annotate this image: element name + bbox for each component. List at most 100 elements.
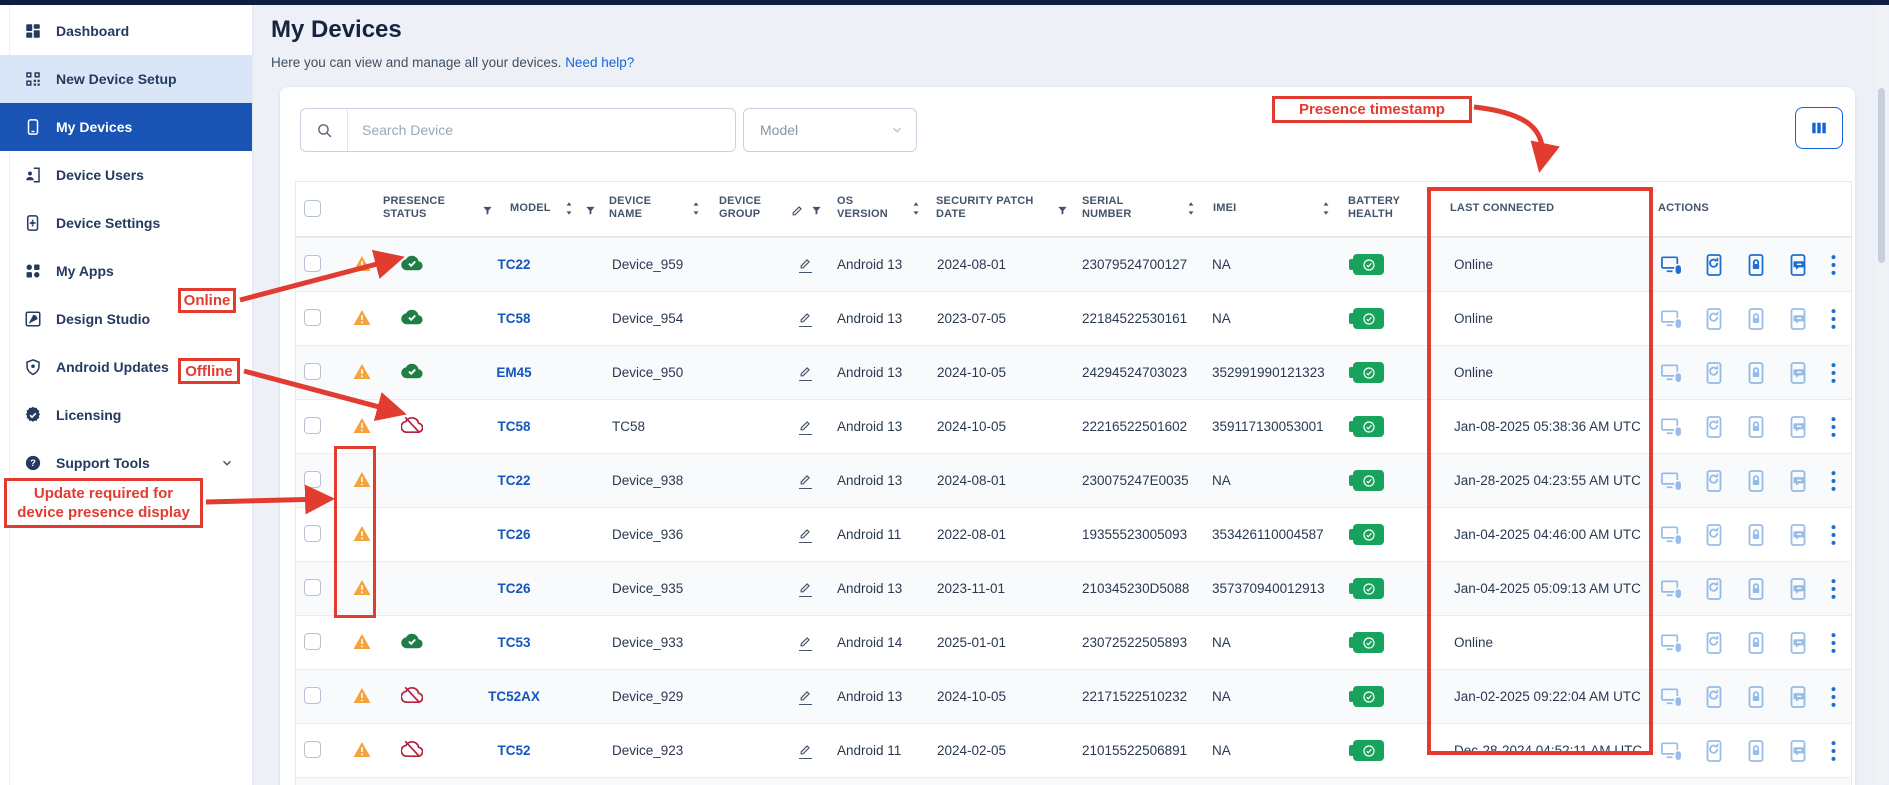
reboot-device-icon[interactable] — [1701, 360, 1727, 386]
message-device-icon[interactable] — [1785, 684, 1811, 710]
message-device-icon[interactable] — [1785, 306, 1811, 332]
need-help-link[interactable]: Need help? — [565, 55, 635, 70]
model-link[interactable]: TC22 — [497, 473, 531, 488]
message-device-icon[interactable] — [1785, 522, 1811, 548]
reboot-device-icon[interactable] — [1701, 684, 1727, 710]
more-actions-icon[interactable] — [1827, 684, 1839, 710]
remote-control-icon[interactable] — [1659, 360, 1685, 386]
sidebar-item-design-studio[interactable]: Design Studio — [0, 295, 252, 343]
message-device-icon[interactable] — [1785, 252, 1811, 278]
model-link[interactable]: TC52AX — [488, 689, 540, 704]
model-link[interactable]: EM45 — [496, 365, 532, 380]
reboot-device-icon[interactable] — [1701, 522, 1727, 548]
sort-icon-imei[interactable] — [1321, 201, 1331, 221]
message-device-icon[interactable] — [1785, 738, 1811, 764]
edit-group-icon[interactable] — [799, 689, 812, 705]
reboot-device-icon[interactable] — [1701, 306, 1727, 332]
more-actions-icon[interactable] — [1827, 522, 1839, 548]
model-link[interactable]: TC58 — [497, 419, 531, 434]
sidebar-item-android-updates[interactable]: Android Updates — [0, 343, 252, 391]
filter-icon-model[interactable] — [585, 203, 596, 221]
edit-group-icon[interactable] — [799, 581, 812, 597]
remote-control-icon[interactable] — [1659, 468, 1685, 494]
remote-control-icon[interactable] — [1659, 306, 1685, 332]
lock-device-icon[interactable] — [1743, 360, 1769, 386]
model-link[interactable]: TC58 — [497, 311, 531, 326]
lock-device-icon[interactable] — [1743, 414, 1769, 440]
edit-group-icon[interactable] — [799, 635, 812, 651]
more-actions-icon[interactable] — [1827, 306, 1839, 332]
row-checkbox[interactable] — [304, 578, 321, 596]
message-device-icon[interactable] — [1785, 414, 1811, 440]
filter-icon-group[interactable] — [811, 203, 822, 221]
search-input[interactable] — [348, 109, 735, 151]
edit-group-icon[interactable] — [799, 527, 812, 543]
row-checkbox[interactable] — [304, 632, 321, 650]
lock-device-icon[interactable] — [1743, 738, 1769, 764]
sort-icon-os[interactable] — [911, 201, 921, 221]
more-actions-icon[interactable] — [1827, 414, 1839, 440]
reboot-device-icon[interactable] — [1701, 576, 1727, 602]
edit-group-icon[interactable] — [799, 419, 812, 435]
message-device-icon[interactable] — [1785, 630, 1811, 656]
column-settings-button[interactable] — [1795, 107, 1843, 149]
message-device-icon[interactable] — [1785, 360, 1811, 386]
reboot-device-icon[interactable] — [1701, 414, 1727, 440]
scrollbar-thumb[interactable] — [1878, 88, 1885, 263]
edit-group-icon[interactable] — [799, 743, 812, 759]
remote-control-icon[interactable] — [1659, 630, 1685, 656]
sidebar-item-my-devices[interactable]: My Devices — [0, 103, 252, 151]
model-link[interactable]: TC53 — [497, 635, 531, 650]
row-checkbox[interactable] — [304, 686, 321, 704]
model-link[interactable]: TC26 — [497, 527, 531, 542]
message-device-icon[interactable] — [1785, 576, 1811, 602]
sort-icon-model[interactable] — [564, 201, 574, 221]
sidebar-item-my-apps[interactable]: My Apps — [0, 247, 252, 295]
lock-device-icon[interactable] — [1743, 306, 1769, 332]
edit-column-icon-group[interactable] — [791, 204, 804, 222]
more-actions-icon[interactable] — [1827, 576, 1839, 602]
model-link[interactable]: TC22 — [497, 257, 531, 272]
model-link[interactable]: TC52 — [497, 743, 531, 758]
lock-device-icon[interactable] — [1743, 468, 1769, 494]
row-checkbox[interactable] — [304, 416, 321, 434]
remote-control-icon[interactable] — [1659, 576, 1685, 602]
more-actions-icon[interactable] — [1827, 738, 1839, 764]
chevron-down-icon[interactable] — [220, 456, 234, 470]
reboot-device-icon[interactable] — [1701, 630, 1727, 656]
row-checkbox[interactable] — [304, 254, 321, 272]
lock-device-icon[interactable] — [1743, 630, 1769, 656]
select-all-checkbox[interactable] — [304, 200, 321, 217]
reboot-device-icon[interactable] — [1701, 738, 1727, 764]
reboot-device-icon[interactable] — [1701, 468, 1727, 494]
model-link[interactable]: TC26 — [497, 581, 531, 596]
sidebar-item-device-settings[interactable]: Device Settings — [0, 199, 252, 247]
sort-icon-name[interactable] — [691, 201, 701, 221]
edit-group-icon[interactable] — [799, 311, 812, 327]
row-checkbox[interactable] — [304, 470, 321, 488]
lock-device-icon[interactable] — [1743, 522, 1769, 548]
more-actions-icon[interactable] — [1827, 630, 1839, 656]
more-actions-icon[interactable] — [1827, 360, 1839, 386]
sidebar-item-device-users[interactable]: Device Users — [0, 151, 252, 199]
sidebar-item-new-device-setup[interactable]: New Device Setup — [0, 55, 252, 103]
sidebar-item-licensing[interactable]: Licensing — [0, 391, 252, 439]
remote-control-icon[interactable] — [1659, 522, 1685, 548]
filter-icon-patch[interactable] — [1057, 203, 1068, 221]
sort-icon-serial[interactable] — [1186, 201, 1196, 221]
remote-control-icon[interactable] — [1659, 252, 1685, 278]
row-checkbox[interactable] — [304, 524, 321, 542]
edit-group-icon[interactable] — [799, 365, 812, 381]
edit-group-icon[interactable] — [799, 473, 812, 489]
model-filter-select[interactable]: Model — [743, 108, 917, 152]
remote-control-icon[interactable] — [1659, 738, 1685, 764]
row-checkbox[interactable] — [304, 740, 321, 758]
more-actions-icon[interactable] — [1827, 252, 1839, 278]
row-checkbox[interactable] — [304, 362, 321, 380]
message-device-icon[interactable] — [1785, 468, 1811, 494]
row-checkbox[interactable] — [304, 308, 321, 326]
edit-group-icon[interactable] — [799, 257, 812, 273]
more-actions-icon[interactable] — [1827, 468, 1839, 494]
filter-icon-presence[interactable] — [482, 203, 493, 221]
remote-control-icon[interactable] — [1659, 414, 1685, 440]
